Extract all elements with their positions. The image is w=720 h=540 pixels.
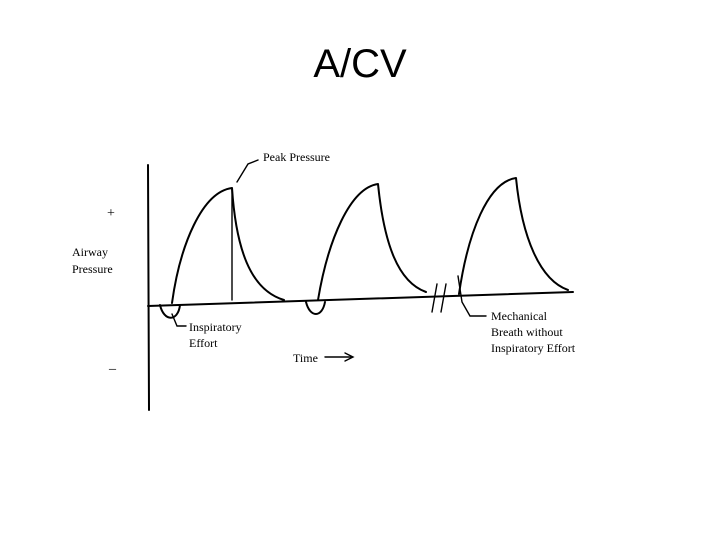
- mechanical-breath-pointer: [457, 275, 487, 317]
- x-axis-label: Time: [293, 351, 318, 365]
- baseline-line: [147, 291, 574, 307]
- inspiratory-dip-2: [305, 301, 326, 315]
- time-break-mark-2: [440, 283, 447, 313]
- y-axis-label-line1: Airway: [72, 245, 108, 259]
- peak-pressure-label: Peak Pressure: [263, 150, 330, 164]
- y-axis-label-line2: Pressure: [72, 262, 113, 276]
- mechanical-breath-label-line1: Mechanical: [491, 309, 548, 323]
- slide-title: A/CV: [313, 42, 407, 86]
- peak-pressure-pointer: [236, 159, 259, 183]
- breath-waveform-1: [171, 187, 285, 304]
- inspiratory-effort-label-line2: Effort: [189, 336, 218, 350]
- time-break-mark-1: [431, 283, 438, 313]
- time-arrow-head: [344, 352, 355, 362]
- breath-waveform-3: [458, 177, 569, 295]
- minus-sign: _: [108, 357, 117, 372]
- inspiratory-dip-1: [159, 304, 181, 319]
- breath-waveform-2: [317, 183, 427, 301]
- inspiratory-effort-pointer: [171, 313, 187, 327]
- mechanical-breath-label-line3: Inspiratory Effort: [491, 341, 576, 355]
- inspiratory-effort-label-line1: Inspiratory: [189, 320, 242, 334]
- mechanical-breath-label-line2: Breath without: [491, 325, 563, 339]
- plus-sign: +: [107, 206, 115, 221]
- y-axis-line: [147, 164, 150, 411]
